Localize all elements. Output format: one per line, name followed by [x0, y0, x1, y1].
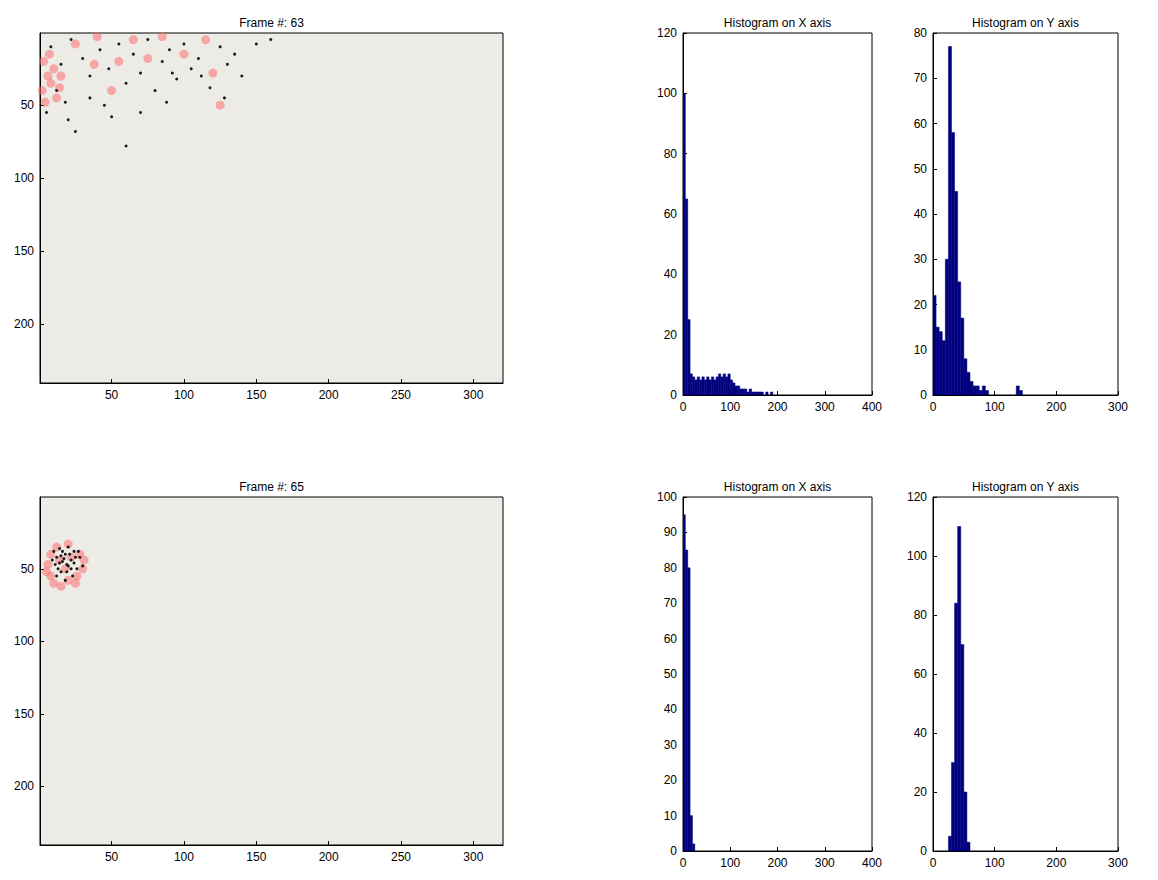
svg-text:Histogram on X axis: Histogram on X axis: [724, 480, 831, 494]
svg-text:0: 0: [930, 856, 937, 870]
svg-text:40: 40: [914, 726, 928, 740]
svg-text:300: 300: [1108, 856, 1128, 870]
svg-text:100: 100: [720, 856, 740, 870]
svg-text:10: 10: [914, 343, 928, 357]
svg-text:0: 0: [680, 400, 687, 414]
svg-text:100: 100: [720, 400, 740, 414]
svg-text:20: 20: [664, 328, 678, 342]
svg-text:40: 40: [664, 702, 678, 716]
svg-text:100: 100: [985, 856, 1005, 870]
svg-text:200: 200: [767, 856, 787, 870]
svg-text:50: 50: [21, 562, 35, 576]
svg-text:100: 100: [14, 171, 34, 185]
svg-text:0: 0: [920, 388, 927, 402]
svg-text:120: 120: [907, 490, 927, 504]
svg-text:10: 10: [664, 809, 678, 823]
svg-text:50: 50: [21, 98, 35, 112]
svg-text:200: 200: [14, 317, 34, 331]
svg-text:Histogram on Y axis: Histogram on Y axis: [972, 480, 1079, 494]
svg-text:200: 200: [1046, 856, 1066, 870]
svg-text:20: 20: [914, 298, 928, 312]
svg-text:40: 40: [914, 207, 928, 221]
svg-text:50: 50: [914, 162, 928, 176]
svg-text:100: 100: [657, 86, 677, 100]
svg-text:250: 250: [391, 850, 411, 864]
svg-text:80: 80: [664, 147, 678, 161]
svg-text:250: 250: [391, 388, 411, 402]
svg-text:200: 200: [767, 400, 787, 414]
svg-text:200: 200: [14, 779, 34, 793]
svg-text:200: 200: [1046, 400, 1066, 414]
svg-text:50: 50: [105, 850, 119, 864]
svg-text:150: 150: [14, 707, 34, 721]
svg-text:60: 60: [914, 667, 928, 681]
svg-text:30: 30: [914, 252, 928, 266]
svg-text:80: 80: [914, 608, 928, 622]
svg-text:200: 200: [319, 388, 339, 402]
svg-text:30: 30: [664, 738, 678, 752]
svg-text:50: 50: [105, 388, 119, 402]
svg-text:100: 100: [657, 490, 677, 504]
svg-text:200: 200: [319, 850, 339, 864]
svg-text:300: 300: [815, 856, 835, 870]
svg-text:300: 300: [463, 850, 483, 864]
svg-text:80: 80: [914, 26, 928, 40]
svg-text:80: 80: [664, 561, 678, 575]
svg-text:20: 20: [914, 785, 928, 799]
svg-text:60: 60: [664, 632, 678, 646]
svg-text:400: 400: [862, 400, 882, 414]
svg-text:300: 300: [463, 388, 483, 402]
svg-text:300: 300: [1108, 400, 1128, 414]
svg-text:40: 40: [664, 267, 678, 281]
svg-text:0: 0: [930, 400, 937, 414]
svg-text:Histogram on X axis: Histogram on X axis: [724, 16, 831, 30]
svg-text:100: 100: [174, 388, 194, 402]
svg-text:90: 90: [664, 525, 678, 539]
svg-text:400: 400: [862, 856, 882, 870]
svg-text:150: 150: [246, 388, 266, 402]
svg-text:100: 100: [174, 850, 194, 864]
svg-text:60: 60: [914, 117, 928, 131]
svg-text:150: 150: [246, 850, 266, 864]
svg-text:Frame #: 63: Frame #: 63: [239, 16, 304, 30]
svg-text:100: 100: [985, 400, 1005, 414]
svg-text:0: 0: [670, 844, 677, 858]
svg-text:70: 70: [914, 71, 928, 85]
svg-text:150: 150: [14, 244, 34, 258]
svg-text:60: 60: [664, 207, 678, 221]
svg-text:0: 0: [680, 856, 687, 870]
svg-text:70: 70: [664, 596, 678, 610]
svg-text:120: 120: [657, 26, 677, 40]
svg-text:0: 0: [670, 388, 677, 402]
svg-text:Histogram on Y axis: Histogram on Y axis: [972, 16, 1079, 30]
svg-text:100: 100: [907, 549, 927, 563]
svg-text:20: 20: [664, 773, 678, 787]
svg-text:Frame #: 65: Frame #: 65: [239, 480, 304, 494]
svg-text:50: 50: [664, 667, 678, 681]
svg-text:100: 100: [14, 634, 34, 648]
svg-text:0: 0: [920, 844, 927, 858]
svg-text:300: 300: [815, 400, 835, 414]
